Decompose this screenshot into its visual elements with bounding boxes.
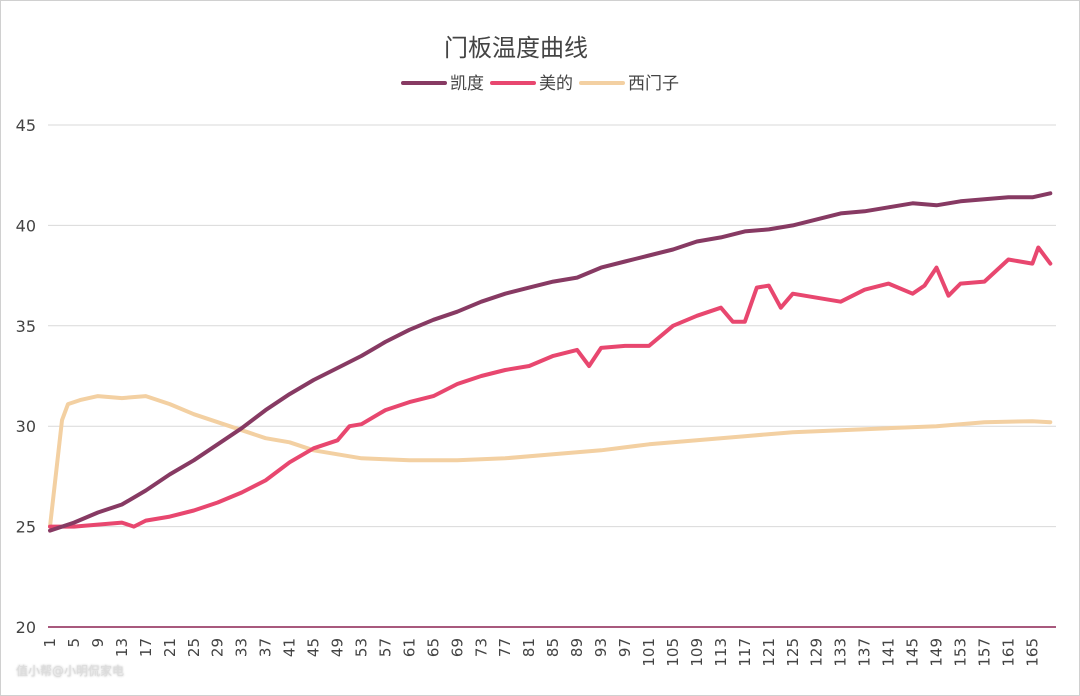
x-tick-label: 113 xyxy=(712,638,730,667)
chart-title: 门板温度曲线 xyxy=(444,34,588,62)
x-tick-label: 125 xyxy=(784,638,802,667)
x-tick-label: 29 xyxy=(209,638,227,657)
x-tick-label: 1 xyxy=(41,638,59,648)
x-tick-label: 117 xyxy=(736,638,754,667)
x-tick-label: 153 xyxy=(951,638,969,667)
x-tick-label: 25 xyxy=(185,638,203,657)
x-tick-label: 49 xyxy=(329,638,347,657)
y-tick-label: 25 xyxy=(16,518,36,537)
x-tick-label: 69 xyxy=(448,638,466,657)
x-tick-label: 37 xyxy=(257,638,275,657)
legend-label: 西门子 xyxy=(628,74,679,94)
x-tick-label: 109 xyxy=(688,638,706,667)
x-tick-label: 149 xyxy=(928,638,946,667)
series-line-2 xyxy=(48,245,1053,529)
x-tick-label: 73 xyxy=(472,638,490,657)
x-tick-label: 33 xyxy=(233,638,251,657)
x-tick-label: 65 xyxy=(424,638,442,657)
x-tick-label: 133 xyxy=(832,638,850,667)
x-tick-label: 41 xyxy=(281,638,299,657)
x-tick-label: 93 xyxy=(592,638,610,657)
series-line-3 xyxy=(48,394,1053,529)
x-tick-label: 161 xyxy=(999,638,1017,667)
x-tick-label: 105 xyxy=(664,638,682,667)
y-tick-label: 30 xyxy=(16,417,36,436)
y-tick-label: 20 xyxy=(16,618,36,637)
series-line-1 xyxy=(48,191,1053,533)
x-tick-label: 81 xyxy=(520,638,538,657)
x-tick-label: 89 xyxy=(568,638,586,657)
x-tick-label: 121 xyxy=(760,638,778,667)
legend-label: 美的 xyxy=(539,74,573,94)
x-tick-label: 97 xyxy=(616,638,634,657)
legend-label: 凯度 xyxy=(450,74,484,94)
x-tick-label: 85 xyxy=(544,638,562,657)
x-tick-label: 137 xyxy=(856,638,874,667)
y-tick-label: 40 xyxy=(16,216,36,235)
x-tick-label: 13 xyxy=(113,638,131,657)
x-tick-label: 129 xyxy=(808,638,826,667)
series-lines xyxy=(48,191,1053,533)
x-tick-label: 165 xyxy=(1023,638,1041,667)
x-tick-label: 53 xyxy=(352,638,370,657)
gridlines xyxy=(48,124,1056,628)
x-tick-label: 45 xyxy=(305,638,323,657)
x-tick-label: 77 xyxy=(496,638,514,657)
x-tick-label: 9 xyxy=(89,638,107,648)
x-tick-label: 21 xyxy=(161,638,179,657)
x-axis-ticks: 1 5 9 13 17 21 25 29 33 37 41 45 49 53 57 61 65 69 73 77 81 8… xyxy=(41,638,1041,667)
watermark: 值小帮@小明侃家电 xyxy=(16,664,125,678)
x-tick-label: 5 xyxy=(65,638,83,648)
legend: 凯度 美的 西门子 xyxy=(401,74,679,94)
y-axis-ticks: 20 25 30 35 40 45 xyxy=(16,116,36,637)
x-tick-label: 57 xyxy=(376,638,394,657)
x-tick-label: 101 xyxy=(640,638,658,667)
y-tick-label: 35 xyxy=(16,317,36,336)
x-tick-label: 145 xyxy=(904,638,922,667)
x-tick-label: 61 xyxy=(400,638,418,657)
y-tick-label: 45 xyxy=(16,116,36,135)
x-tick-label: 157 xyxy=(975,638,993,667)
x-tick-label: 17 xyxy=(137,638,155,657)
x-tick-label: 141 xyxy=(880,638,898,667)
